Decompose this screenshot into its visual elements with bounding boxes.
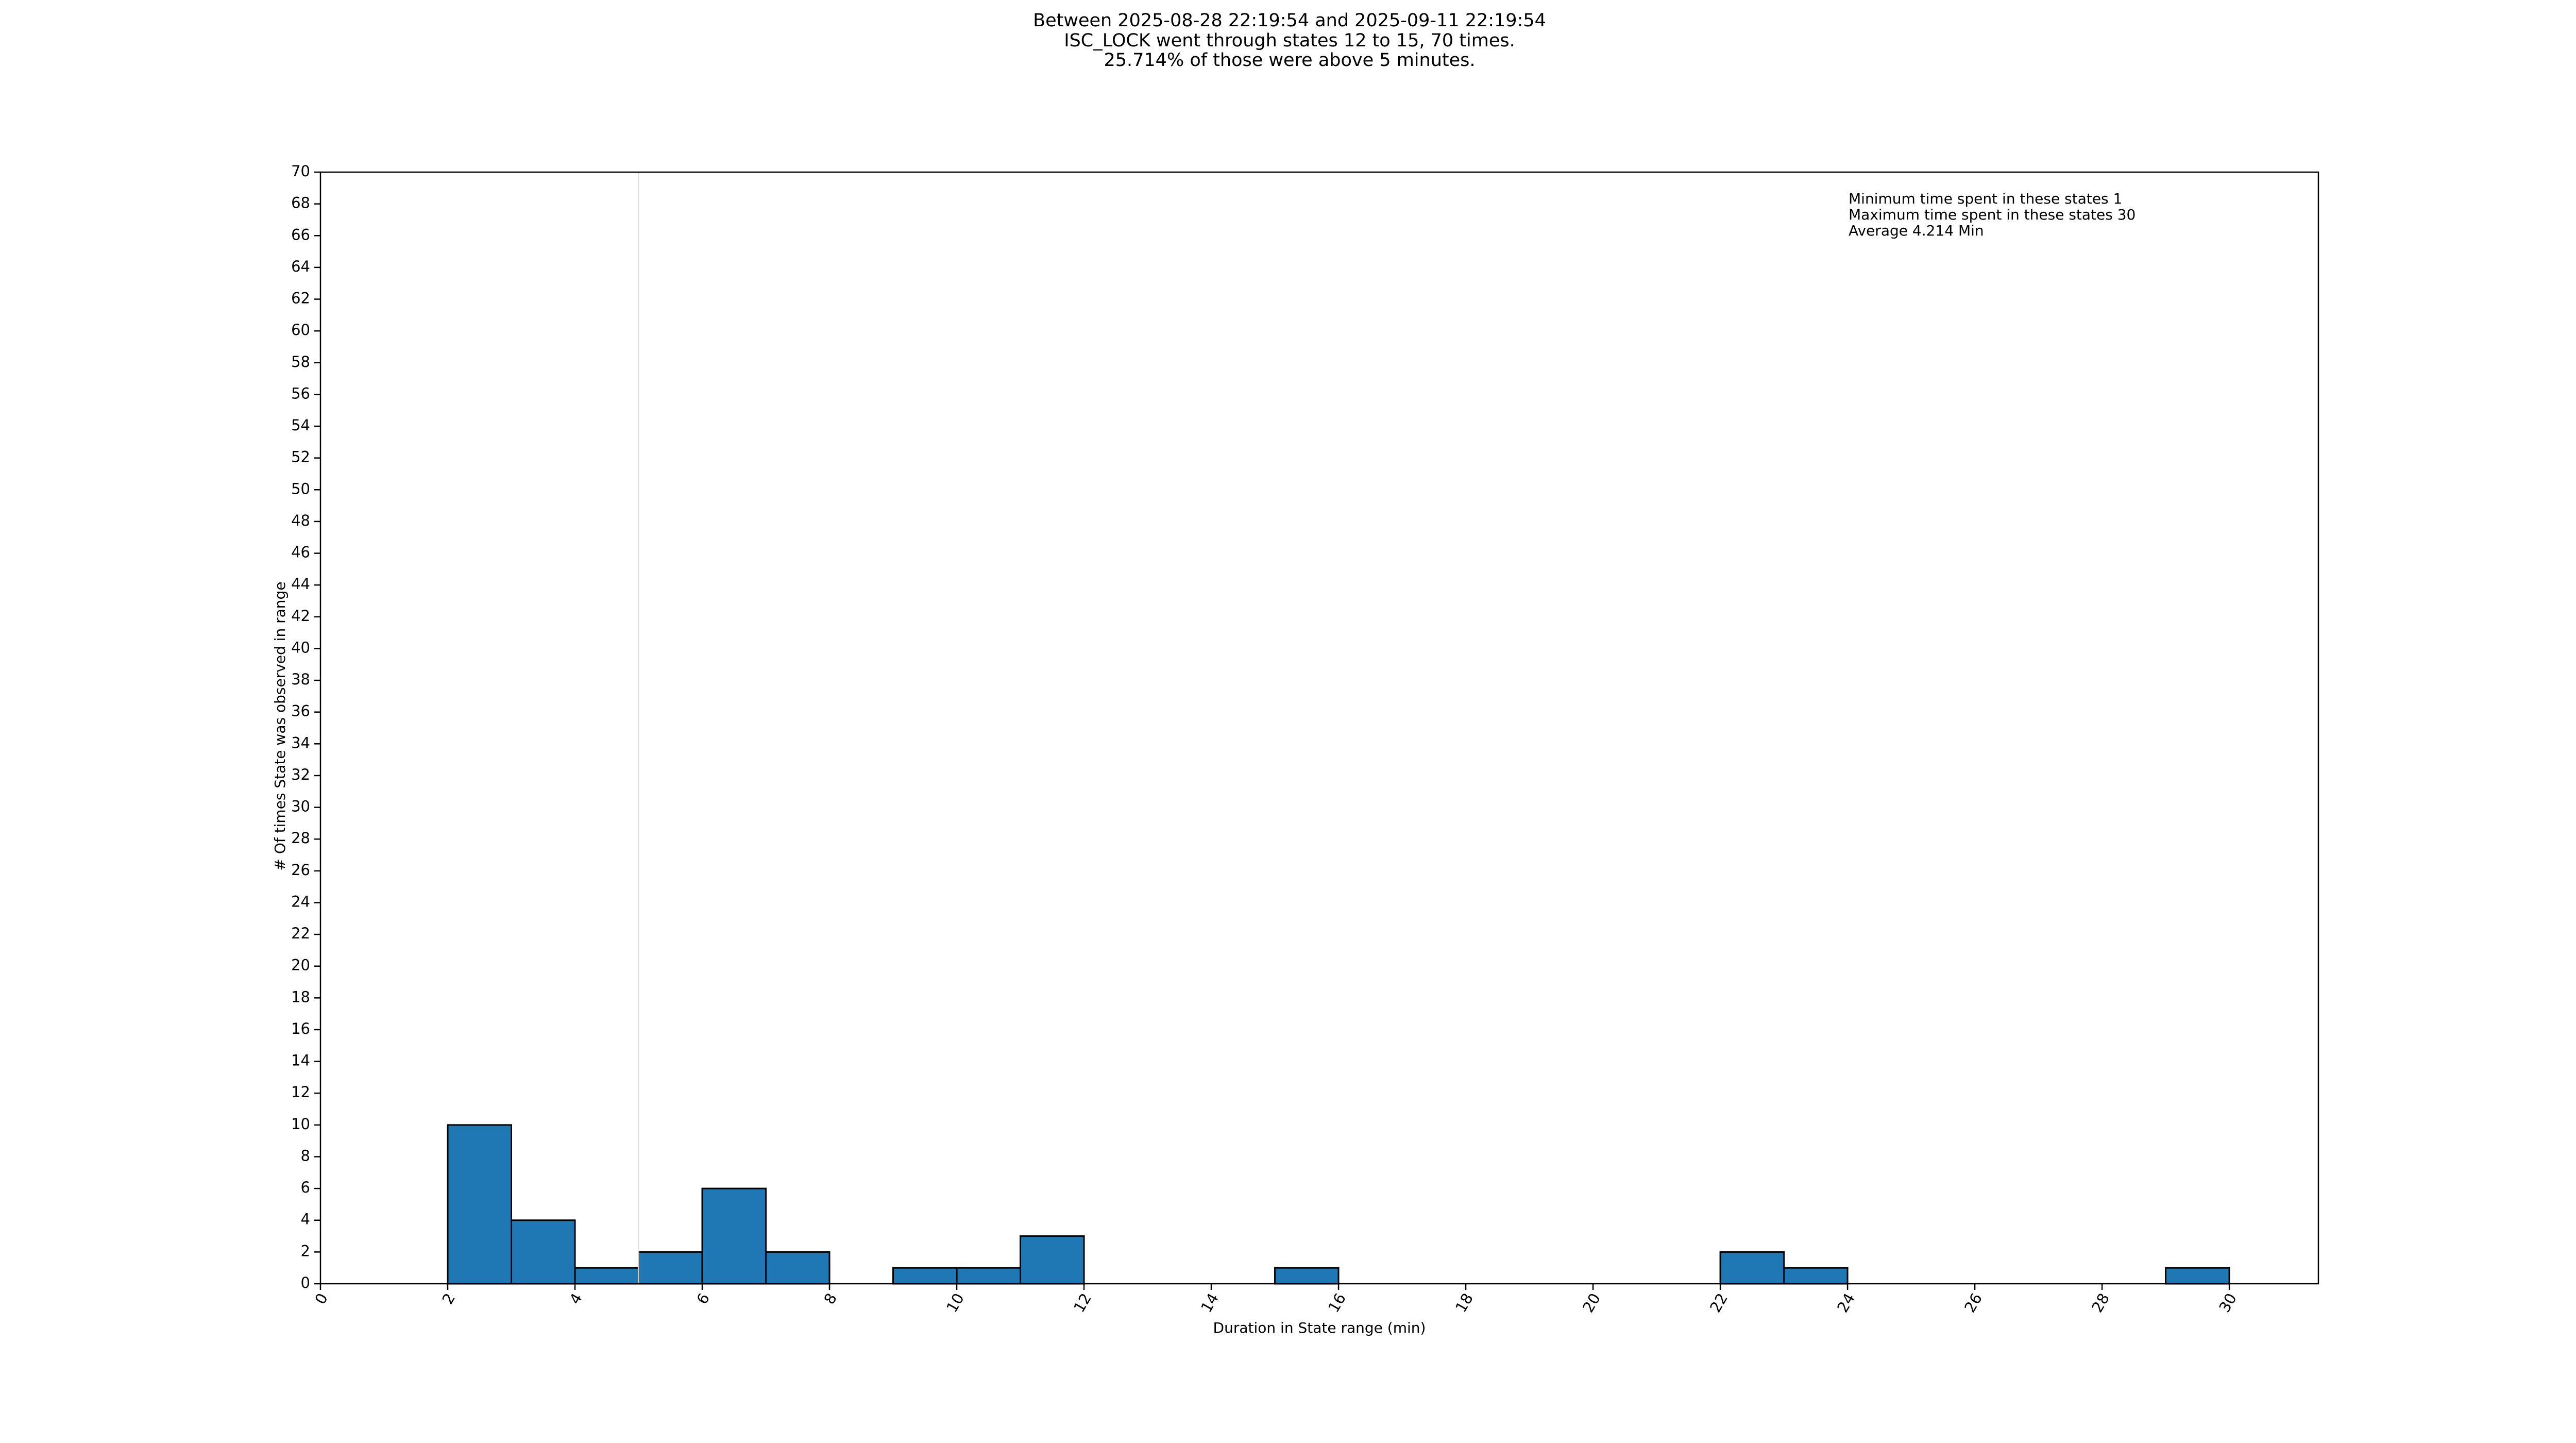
y-tick-label: 0 <box>301 1274 310 1291</box>
bar <box>511 1219 576 1285</box>
y-tick-label: 46 <box>291 544 310 561</box>
bar <box>956 1267 1022 1285</box>
y-tick-label: 6 <box>301 1179 310 1196</box>
y-tick-label: 38 <box>291 670 310 688</box>
y-tick-label: 42 <box>291 607 310 625</box>
y-tick-label: 20 <box>291 957 310 974</box>
y-tick-label: 66 <box>291 226 310 243</box>
y-tick-label: 12 <box>291 1083 310 1101</box>
chart-title: Between 2025-08-28 22:19:54 and 2025-09-… <box>1033 10 1546 31</box>
y-tick-label: 62 <box>291 290 310 307</box>
y-tick-label: 22 <box>291 925 310 942</box>
y-tick-label: 2 <box>301 1242 310 1260</box>
y-tick-label: 28 <box>291 829 310 847</box>
y-tick-label: 18 <box>291 988 310 1005</box>
bar <box>701 1187 767 1285</box>
bar <box>1274 1267 1340 1285</box>
y-tick-label: 44 <box>291 575 310 593</box>
bar <box>1020 1235 1085 1285</box>
y-tick-label: 60 <box>291 321 310 339</box>
bar <box>1719 1251 1785 1285</box>
bar <box>447 1124 513 1285</box>
chart-title: 25.714% of those were above 5 minutes. <box>1104 50 1475 71</box>
y-tick-label: 10 <box>291 1115 310 1133</box>
y-tick-label: 70 <box>291 162 310 180</box>
y-tick-label: 54 <box>291 416 310 434</box>
y-tick-label: 68 <box>291 194 310 212</box>
y-tick-label: 4 <box>301 1211 310 1228</box>
y-tick-label: 30 <box>291 798 310 815</box>
y-tick-label: 50 <box>291 480 310 497</box>
y-tick-label: 48 <box>291 512 310 529</box>
x-axis-label: Duration in State range (min) <box>1213 1319 1426 1336</box>
y-tick-label: 26 <box>291 861 310 879</box>
y-axis-label: # Of times State was observed in range <box>272 581 289 870</box>
y-tick-label: 24 <box>291 893 310 910</box>
bar <box>1783 1267 1849 1285</box>
y-tick-label: 32 <box>291 766 310 783</box>
bar <box>638 1251 703 1285</box>
bar <box>574 1267 640 1285</box>
bar <box>765 1251 831 1285</box>
plot-frame <box>319 171 2319 1285</box>
y-tick-label: 40 <box>291 639 310 656</box>
bar <box>2165 1267 2230 1285</box>
bar <box>892 1267 958 1285</box>
y-tick-label: 14 <box>291 1052 310 1069</box>
annotation: Average 4.214 Min <box>1849 222 1984 239</box>
annotation: Maximum time spent in these states 30 <box>1849 206 2136 223</box>
y-tick-label: 36 <box>291 702 310 720</box>
annotation: Minimum time spent in these states 1 <box>1849 190 2122 207</box>
chart-title: ISC_LOCK went through states 12 to 15, 7… <box>1064 30 1515 51</box>
y-tick-label: 52 <box>291 448 310 466</box>
y-tick-label: 58 <box>291 353 310 371</box>
y-tick-label: 8 <box>301 1147 310 1164</box>
y-tick-label: 16 <box>291 1020 310 1037</box>
y-tick-label: 56 <box>291 384 310 402</box>
y-tick-label: 64 <box>291 258 310 275</box>
y-tick-label: 34 <box>291 734 310 751</box>
